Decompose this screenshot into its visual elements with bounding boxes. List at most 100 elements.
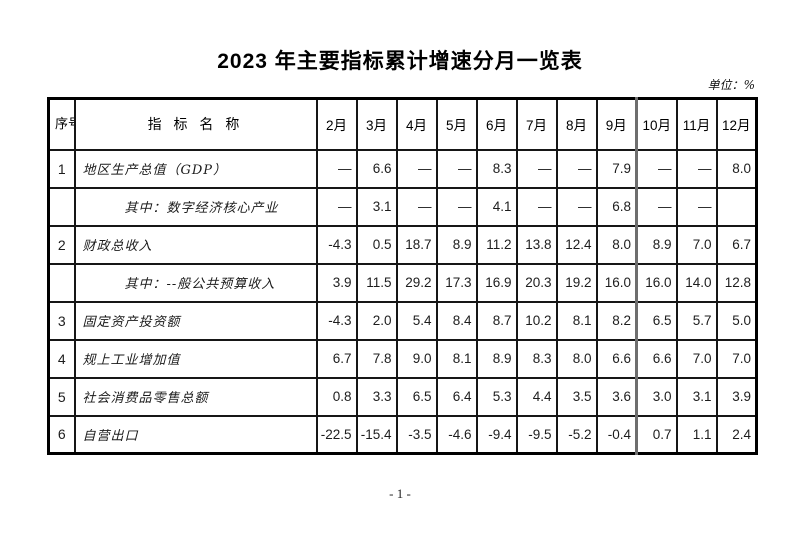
value-cell: — (555, 186, 598, 227)
value-cell: 6.4 (435, 376, 478, 417)
value-cell: 0.8 (315, 376, 358, 417)
seq-cell (47, 186, 76, 227)
value-cell: 4.1 (475, 186, 518, 227)
column-header-month-9: 9月 (595, 97, 638, 151)
value-cell: 8.1 (555, 300, 598, 341)
value-cell: 8.4 (435, 300, 478, 341)
value-cell: 8.3 (475, 148, 518, 189)
value-cell: 5.3 (475, 376, 518, 417)
value-cell: 16.0 (595, 262, 638, 303)
value-cell: -0.4 (595, 414, 638, 455)
value-cell: 7.0 (675, 338, 718, 379)
value-cell: — (675, 148, 718, 189)
seq-cell: 5 (47, 376, 76, 417)
value-cell: 10.2 (515, 300, 558, 341)
value-cell: 3.1 (355, 186, 398, 227)
column-header-month-12: 12月 (715, 97, 758, 151)
column-header-month-10: 10月 (635, 97, 678, 151)
indicator-name-cell: 其中：--般公共预算收入 (73, 262, 318, 303)
value-cell: — (635, 148, 678, 189)
value-cell: — (315, 186, 358, 227)
value-cell: — (395, 148, 438, 189)
value-cell: 2.0 (355, 300, 398, 341)
value-cell: 19.2 (555, 262, 598, 303)
seq-cell (47, 262, 76, 303)
value-cell: -9.5 (515, 414, 558, 455)
value-cell: 3.0 (635, 376, 678, 417)
column-header-month-8: 8月 (555, 97, 598, 151)
table-row: 其中：--般公共预算收入 3.9 11.5 29.2 17.3 16.9 20.3 19.2 1… (47, 262, 758, 303)
value-cell: — (675, 186, 718, 227)
value-cell: 8.0 (595, 224, 638, 265)
value-cell: 6.7 (715, 224, 758, 265)
column-header-month-6: 6月 (475, 97, 518, 151)
value-cell: -9.4 (475, 414, 518, 455)
value-cell: 17.3 (435, 262, 478, 303)
table-row: 3 固定资产投资额 -4.3 2.0 5.4 8.4 8.7 10.2 8.1 8.2 6.5 5.7… (47, 300, 758, 341)
value-cell: 12.8 (715, 262, 758, 303)
value-cell: 3.1 (675, 376, 718, 417)
value-cell: 13.8 (515, 224, 558, 265)
value-cell: — (515, 148, 558, 189)
value-cell: 8.9 (475, 338, 518, 379)
value-cell: 3.6 (595, 376, 638, 417)
value-cell: 16.9 (475, 262, 518, 303)
value-cell: 8.9 (435, 224, 478, 265)
value-cell: 16.0 (635, 262, 678, 303)
value-cell: 6.7 (315, 338, 358, 379)
column-header-month-4: 4月 (395, 97, 438, 151)
value-cell: -4.3 (315, 300, 358, 341)
value-cell: 5.4 (395, 300, 438, 341)
column-header-month-3: 3月 (355, 97, 398, 151)
value-cell: 2.4 (715, 414, 758, 455)
unit-label: 单位：% (707, 78, 755, 92)
value-cell: 6.6 (635, 338, 678, 379)
table-row: 1 地区生产总值（GDP） —6.6— —8.3— —7.9— —8.0 (47, 148, 758, 189)
value-cell: 8.0 (715, 148, 758, 189)
value-cell: — (555, 148, 598, 189)
indicator-name-cell: 地区生产总值（GDP） (73, 148, 318, 189)
value-cell: 11.5 (355, 262, 398, 303)
value-cell: 0.5 (355, 224, 398, 265)
value-cell: -15.4 (355, 414, 398, 455)
value-cell: 6.6 (595, 338, 638, 379)
value-cell: — (435, 186, 478, 227)
indicator-name-cell: 固定资产投资额 (73, 300, 318, 341)
value-cell: — (635, 186, 678, 227)
indicator-name-cell: 财政总收入 (73, 224, 318, 265)
value-cell: 8.0 (555, 338, 598, 379)
value-cell: -22.5 (315, 414, 358, 455)
value-cell: 3.5 (555, 376, 598, 417)
page-number: - 1 - (389, 486, 411, 501)
value-cell (715, 186, 758, 227)
table-row: 5 社会消费品零售总额 0.8 3.3 6.5 6.4 5.3 4.4 3.5 3.6 3.0 3.1… (47, 376, 758, 417)
value-cell: 7.0 (675, 224, 718, 265)
column-header-seq: 序号 (47, 97, 76, 151)
value-cell: -5.2 (555, 414, 598, 455)
seq-cell: 4 (47, 338, 76, 379)
indicator-name-cell: 社会消费品零售总额 (73, 376, 318, 417)
value-cell: 4.4 (515, 376, 558, 417)
value-cell: 8.7 (475, 300, 518, 341)
value-cell: 6.5 (395, 376, 438, 417)
value-cell: 0.7 (635, 414, 678, 455)
indicator-name-cell: 自营出口 (73, 414, 318, 455)
value-cell: 6.5 (635, 300, 678, 341)
table-row: 其中：数字经济核心产业 —3.1— —4.1— —6.8— — (47, 186, 758, 227)
value-cell: 3.9 (315, 262, 358, 303)
value-cell: 11.2 (475, 224, 518, 265)
value-cell: 7.0 (715, 338, 758, 379)
value-cell: 8.9 (635, 224, 678, 265)
indicator-name-cell: 其中：数字经济核心产业 (73, 186, 318, 227)
value-cell: 8.1 (435, 338, 478, 379)
value-cell: -3.5 (395, 414, 438, 455)
table-row: 4 规上工业增加值 6.7 7.8 9.0 8.1 8.9 8.3 8.0 6.6 6.6 7.0 7.… (47, 338, 758, 379)
column-header-month-7: 7月 (515, 97, 558, 151)
value-cell: 9.0 (395, 338, 438, 379)
value-cell: 6.6 (355, 148, 398, 189)
value-cell: -4.6 (435, 414, 478, 455)
